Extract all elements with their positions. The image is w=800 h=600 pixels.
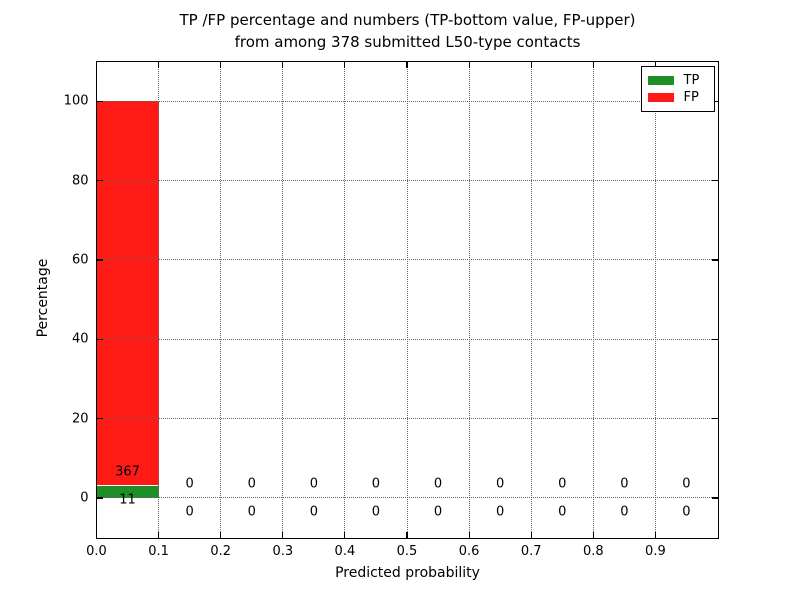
- grid-layer: [95, 61, 718, 538]
- ytick-label-80: 80: [71, 173, 89, 188]
- tp-count-label-7: 0: [558, 504, 567, 520]
- bar-fp-0: [96, 101, 159, 486]
- xtick-label-0.0: 0.0: [86, 543, 107, 559]
- tp-count-label-2: 0: [247, 504, 256, 520]
- tp-count-label-0: 11: [119, 492, 136, 508]
- legend-label-tp: TP: [683, 72, 700, 88]
- legend: TP FP: [640, 65, 715, 112]
- xtick-top-0.6: [468, 61, 470, 68]
- ytick-right-80: [711, 180, 718, 182]
- tp-count-label-9: 0: [682, 504, 691, 520]
- xtick-label-0.6: 0.6: [458, 543, 480, 559]
- fp-count-label-2: 0: [247, 476, 256, 492]
- xtick-bottom-0.4: [344, 531, 346, 538]
- plot-area: 0 20 40 60 80 100 0.0 0.1 0.2 0.3 0.4 0.5 0.6 0.7 0.8 0…: [64, 60, 719, 559]
- gridline-x-0.6: [468, 61, 470, 538]
- ytick-left-100: [96, 100, 103, 102]
- xtick-label-0.2: 0.2: [210, 543, 232, 559]
- gridline-x-0.8: [592, 61, 594, 538]
- tp-count-label-4: 0: [371, 504, 381, 520]
- xtick-top-0.5: [406, 61, 408, 68]
- chart-title: TP /FP percentage and numbers (TP-bottom…: [97, 9, 718, 53]
- ytick-label-100: 100: [63, 93, 89, 109]
- fp-count-label-7: 0: [558, 476, 567, 492]
- gridline-x-0.4: [344, 61, 346, 538]
- xtick-bottom-0.8: [592, 531, 594, 538]
- legend-label-fp: FP: [683, 89, 699, 105]
- fp-count-label-3: 0: [309, 476, 318, 492]
- tp-count-label-3: 0: [309, 504, 318, 520]
- xtick-top-0.7: [530, 61, 532, 68]
- gridline-x-0.5: [406, 61, 408, 538]
- xtick-label-0.8: 0.8: [582, 543, 604, 559]
- ytick-label-0: 0: [80, 490, 89, 506]
- x-axis-label: Predicted probability: [335, 565, 480, 581]
- xtick-top-0.8: [592, 61, 594, 68]
- bars-layer: [96, 62, 718, 538]
- xtick-top-0.4: [344, 61, 346, 68]
- ytick-left-60: [96, 259, 103, 261]
- xtick-label-0.3: 0.3: [272, 543, 294, 559]
- xtick-bottom-0.5: [406, 531, 408, 538]
- fp-count-label-8: 0: [620, 476, 629, 492]
- xtick-top-0.2: [220, 61, 222, 68]
- xtick-bottom-0.7: [530, 531, 532, 538]
- legend-item-tp: TP: [647, 72, 714, 89]
- xtick-bottom-0.3: [282, 531, 284, 538]
- ytick-label-60: 60: [71, 252, 89, 268]
- ytick-left-40: [96, 338, 103, 340]
- xtick-bottom-0.6: [468, 531, 470, 538]
- fp-count-label-9: 0: [682, 476, 691, 492]
- gridline-x-0.7: [530, 61, 532, 538]
- ytick-left-20: [96, 418, 103, 420]
- xtick-top-0.0: [95, 61, 98, 68]
- xtick-top-0.1: [158, 61, 160, 68]
- ytick-label-20: 20: [71, 411, 89, 426]
- xtick-bottom-0.9: [654, 531, 656, 538]
- ytick-right-40: [711, 338, 718, 340]
- ytick-left-80: [96, 180, 103, 182]
- chart-title-line2: from among 378 submitted L50-type contac…: [234, 33, 581, 51]
- fp-count-label-0: 367: [115, 464, 140, 480]
- ytick-right-60: [711, 259, 718, 261]
- gridline-x-0.2: [220, 61, 222, 538]
- ytick-right-20: [711, 418, 718, 420]
- ytick-right-0: [711, 497, 718, 499]
- ytick-left-0: [96, 497, 103, 499]
- xtick-top-0.3: [282, 61, 284, 68]
- xtick-label-0.1: 0.1: [148, 543, 169, 559]
- y-axis-label: Percentage: [35, 258, 51, 338]
- fp-swatch-icon: [647, 92, 674, 102]
- gridline-x-0.3: [282, 61, 284, 538]
- labels-layer: 0 20 40 60 80 100 0.0 0.1 0.2 0.3 0.4 0.5 0.6 0.7 0.8 0…: [64, 62, 718, 559]
- fp-count-label-1: 0: [185, 476, 194, 492]
- tp-count-label-8: 0: [620, 504, 629, 520]
- fp-count-label-5: 0: [433, 476, 443, 492]
- tp-count-label-6: 0: [496, 504, 505, 520]
- chart-title-line1: TP /FP percentage and numbers (TP-bottom…: [179, 11, 636, 29]
- xtick-label-0.9: 0.9: [645, 543, 666, 559]
- xtick-bottom-0.2: [220, 531, 222, 538]
- fp-count-label-6: 0: [496, 476, 505, 492]
- xtick-bottom-0.0: [95, 531, 98, 538]
- gridline-x-0.9: [654, 61, 656, 538]
- tp-swatch-icon: [647, 75, 674, 85]
- bar-tp-0: [96, 486, 159, 498]
- xtick-bottom-0.1: [158, 531, 160, 538]
- legend-item-fp: FP: [647, 89, 714, 106]
- ytick-right-100: [711, 100, 718, 102]
- fp-count-label-4: 0: [371, 476, 381, 492]
- gridline-x-0.1: [158, 61, 160, 538]
- ytick-label-40: 40: [71, 331, 89, 347]
- xtick-label-0.7: 0.7: [520, 543, 542, 559]
- tp-count-label-1: 0: [185, 504, 194, 520]
- xtick-top-0.9: [654, 61, 656, 68]
- xtick-label-0.4: 0.4: [334, 543, 356, 559]
- xtick-label-0.5: 0.5: [396, 543, 418, 559]
- tp-count-label-5: 0: [433, 504, 443, 520]
